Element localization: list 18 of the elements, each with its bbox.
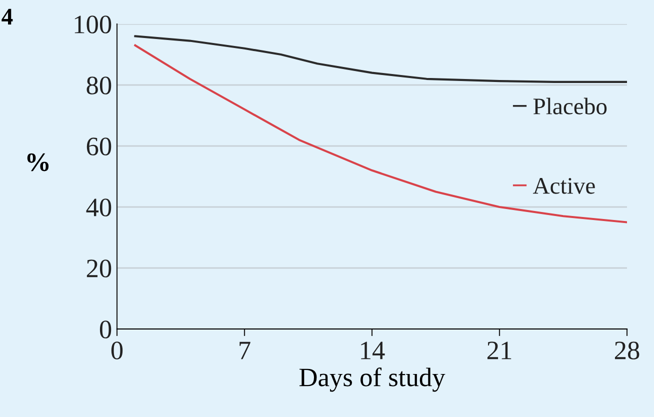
x-tick-label: 7	[240, 342, 250, 360]
legend-label: Active	[532, 178, 595, 194]
x-tick-label: 21	[487, 342, 512, 360]
x-tick-label: 28	[614, 342, 640, 360]
x-axis-title: Days of study	[299, 368, 446, 392]
x-tick-label: 14	[361, 342, 385, 360]
y-tick-label: 60	[86, 138, 112, 156]
y-tick-label: 100	[74, 16, 112, 34]
y-tick-label: 20	[86, 260, 112, 278]
legend-label: Placebo	[533, 98, 607, 114]
y-axis-title: %	[27, 153, 49, 172]
y-tick-label: 40	[86, 198, 112, 216]
x-tick-label: 0	[111, 342, 123, 360]
y-tick-label: 80	[86, 76, 112, 94]
y-tick-label: 0	[100, 320, 112, 338]
line-series	[134, 44, 627, 224]
line-series	[134, 35, 627, 83]
text: 4	[2, 8, 13, 24]
